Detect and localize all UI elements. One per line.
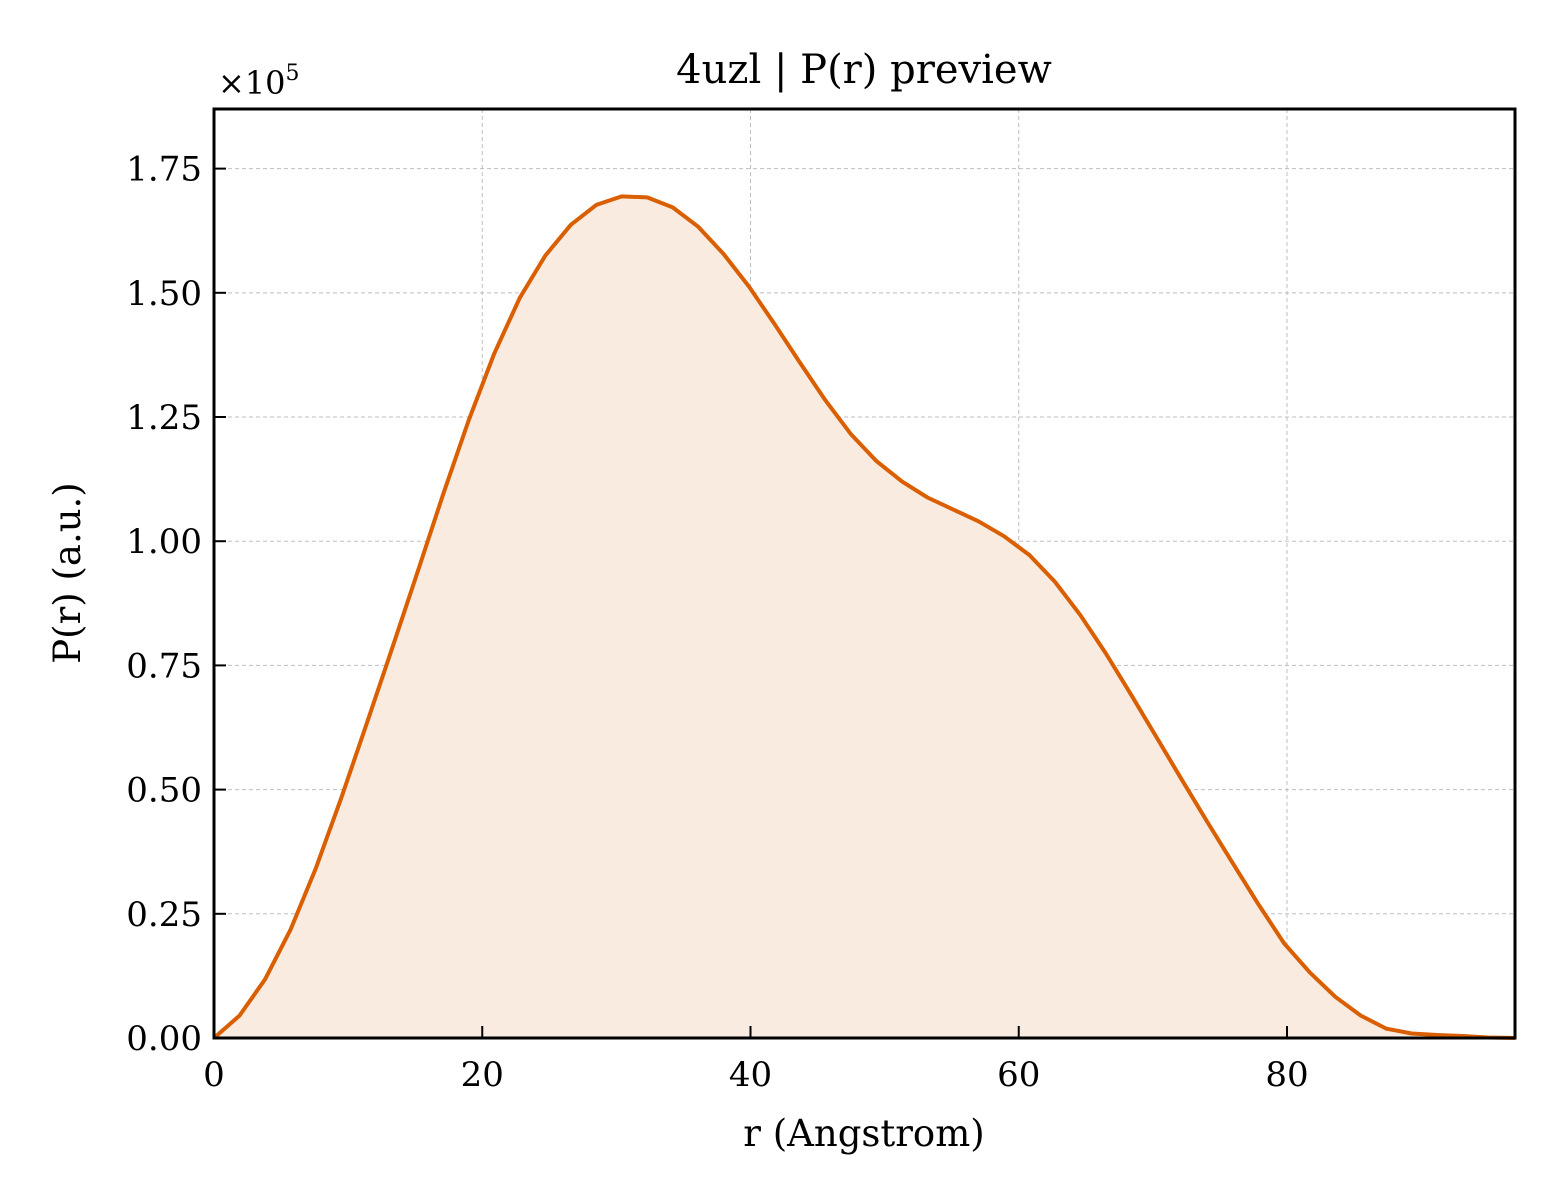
x-tick-label: 80 xyxy=(1265,1055,1308,1095)
y-offset-base: ×10 xyxy=(218,64,286,102)
series-line xyxy=(212,194,1516,1040)
y-tick-label: 1.75 xyxy=(126,150,202,190)
y-offset-exponent: 5 xyxy=(286,61,300,86)
y-tick-label: 0.00 xyxy=(126,1019,202,1059)
plot-frame xyxy=(212,107,1517,1040)
area-fill xyxy=(214,196,1515,1038)
y-axis-label: P(r) (a.u.) xyxy=(46,482,89,664)
x-tick-label: 60 xyxy=(997,1055,1040,1095)
x-axis-label: r (Angstrom) xyxy=(743,1112,984,1155)
x-tick-label: 0 xyxy=(203,1055,225,1095)
x-tick-label: 40 xyxy=(729,1055,772,1095)
y-tick-label: 0.50 xyxy=(126,771,202,811)
y-tick-label: 1.25 xyxy=(126,398,202,438)
x-tick-label: 20 xyxy=(461,1055,504,1095)
y-tick-label: 1.50 xyxy=(126,274,202,314)
axis-ticks xyxy=(213,167,1288,1039)
y-tick-label: 0.75 xyxy=(126,646,202,686)
y-tick-label: 0.25 xyxy=(126,895,202,935)
y-tick-label: 1.00 xyxy=(126,522,202,562)
y-offset-label: ×105 xyxy=(218,61,300,102)
chart-title: 4uzl | P(r) preview xyxy=(676,47,1052,93)
